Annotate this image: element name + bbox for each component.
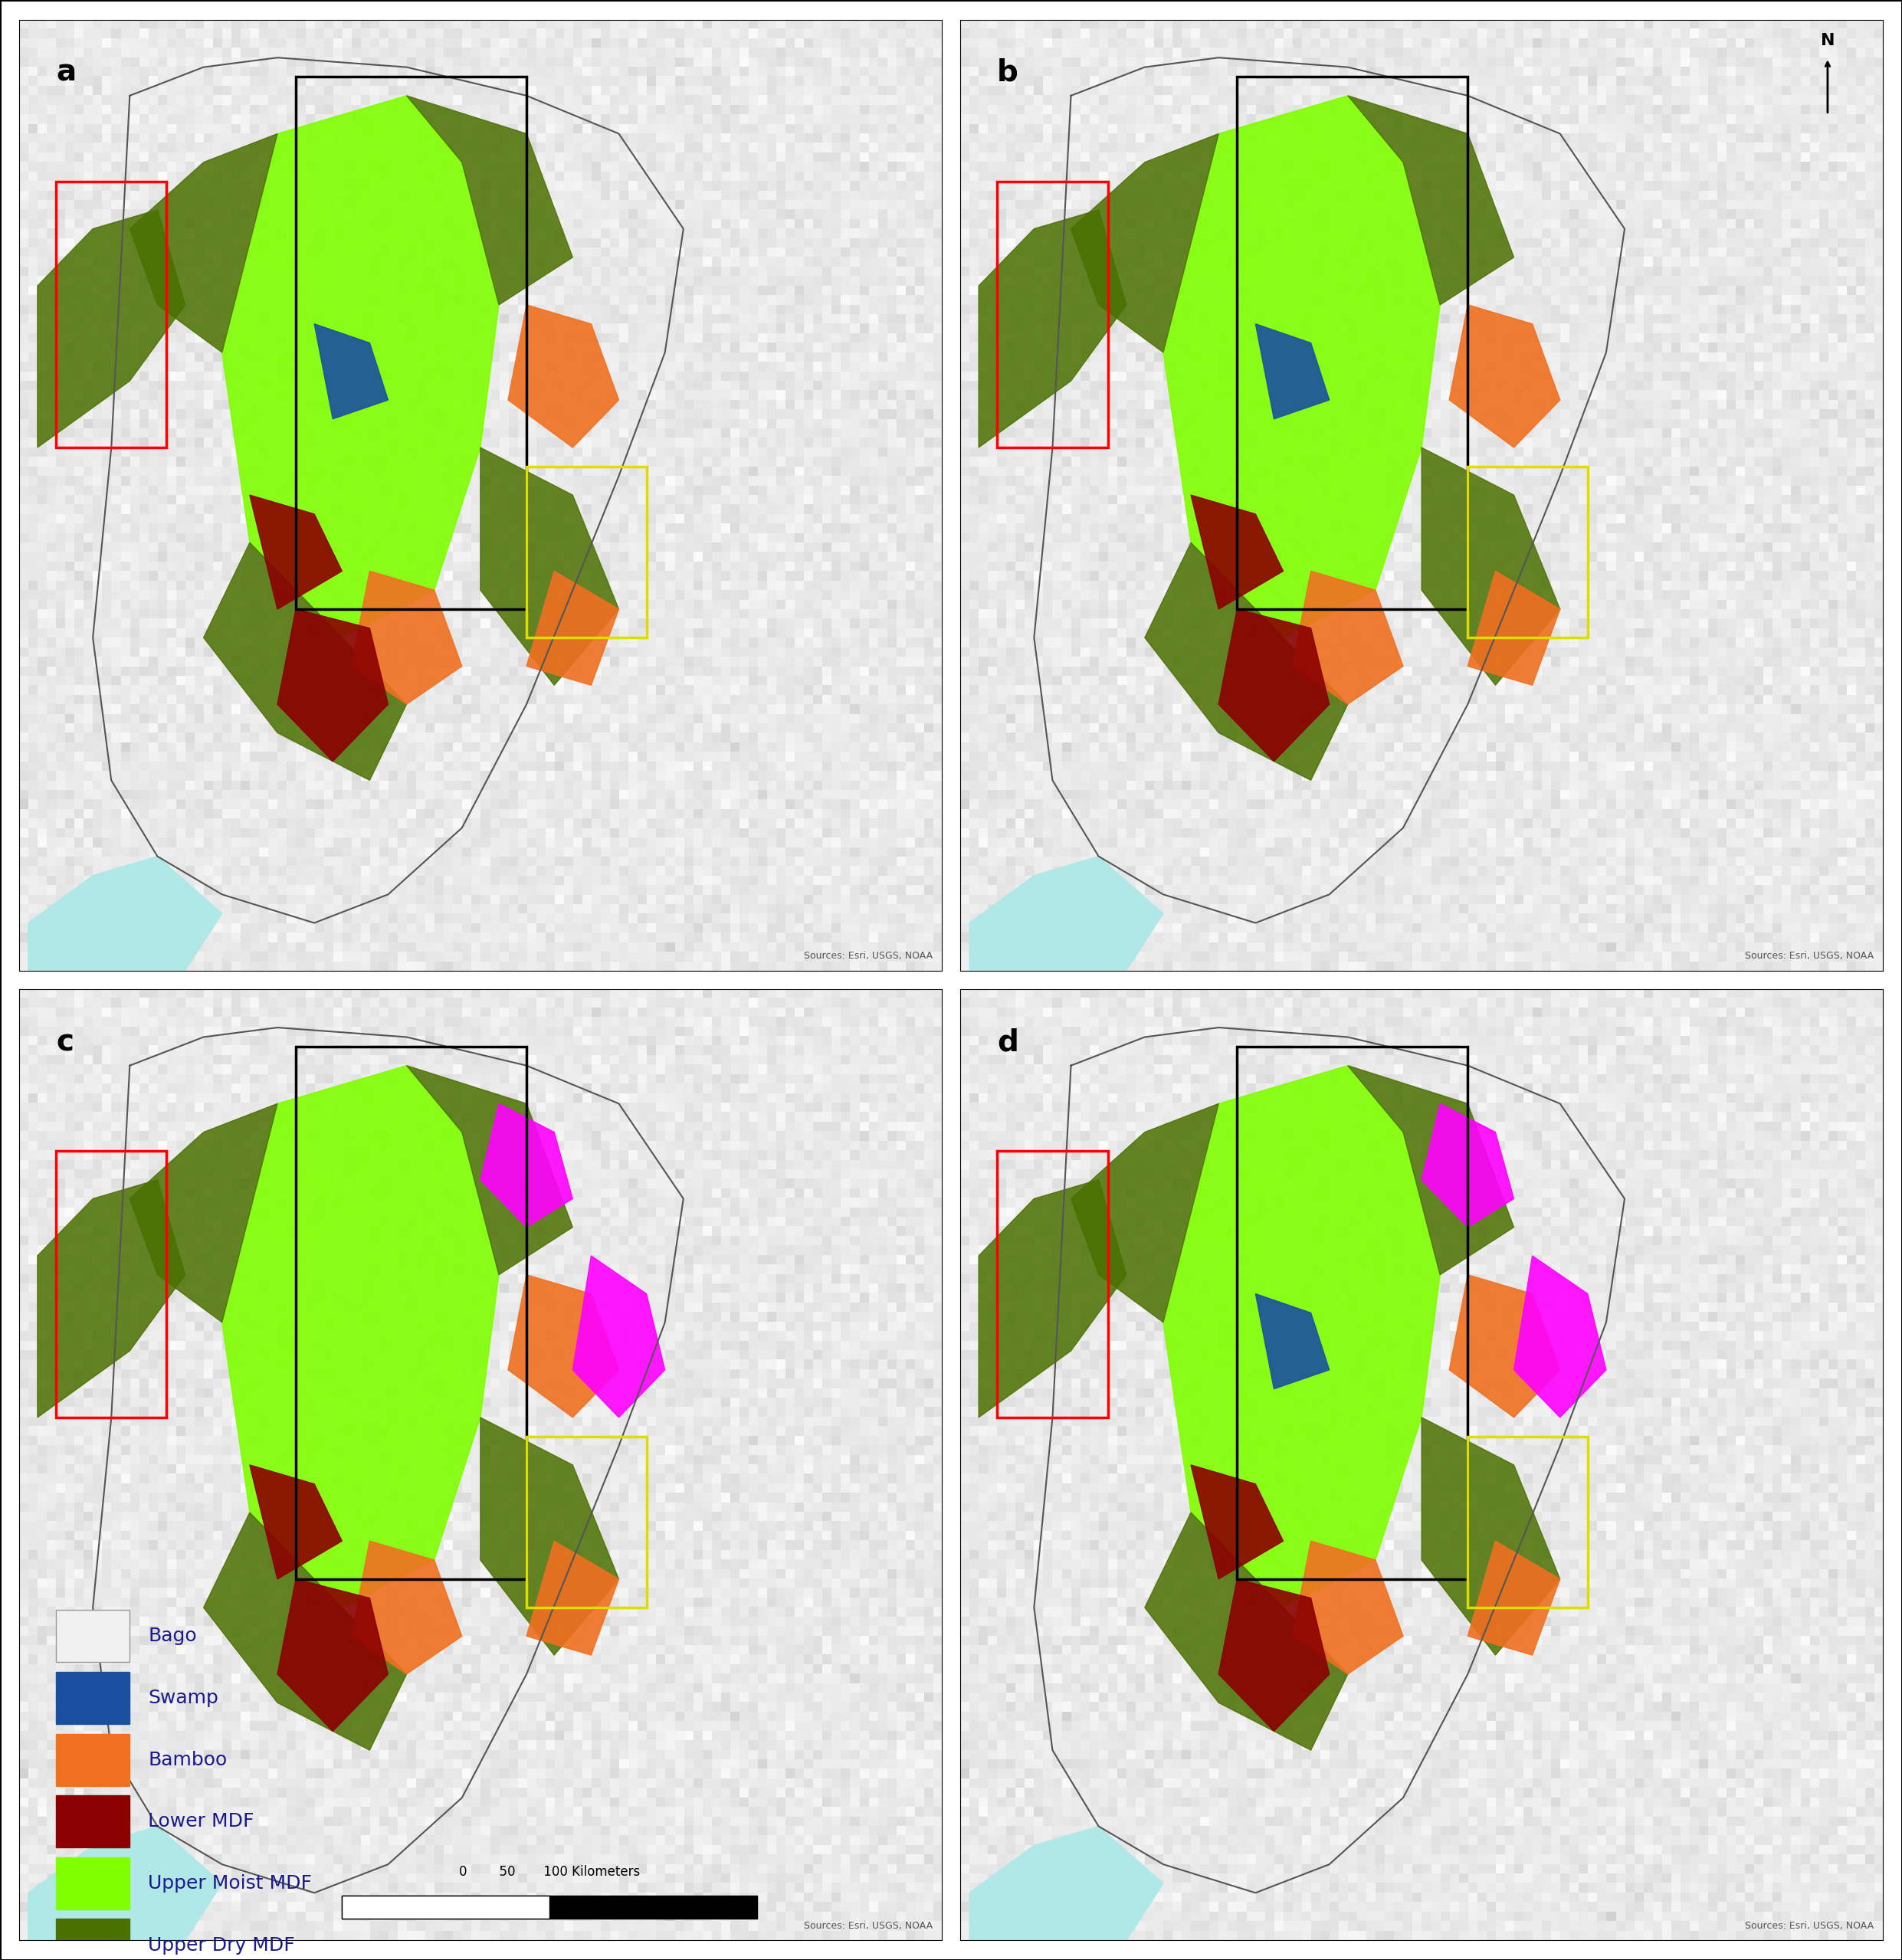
Bar [342, 1895, 550, 1919]
Text: d: d [997, 1027, 1018, 1056]
Polygon shape [1071, 133, 1219, 353]
Text: Bamboo: Bamboo [148, 1750, 228, 1770]
Polygon shape [204, 543, 407, 780]
Polygon shape [223, 1066, 498, 1607]
Polygon shape [970, 857, 1164, 970]
Polygon shape [1468, 1541, 1560, 1654]
Bar [55, 1919, 129, 1960]
Polygon shape [1421, 1103, 1514, 1227]
Polygon shape [278, 1580, 388, 1731]
Polygon shape [481, 1417, 618, 1654]
Polygon shape [1349, 96, 1514, 306]
Polygon shape [38, 210, 184, 447]
Text: Sources: Esri, USGS, NOAA: Sources: Esri, USGS, NOAA [805, 951, 932, 960]
Polygon shape [1514, 1256, 1605, 1417]
Polygon shape [1449, 306, 1560, 447]
Text: Lower MDF: Lower MDF [148, 1813, 255, 1831]
Text: Bago: Bago [148, 1627, 198, 1644]
Polygon shape [1164, 96, 1440, 637]
Bar [55, 1733, 129, 1786]
Bar [55, 1151, 167, 1417]
Polygon shape [352, 1541, 462, 1674]
Polygon shape [278, 610, 388, 760]
Polygon shape [481, 447, 618, 686]
Polygon shape [29, 1827, 223, 1940]
Text: a: a [55, 57, 76, 86]
Bar [1236, 1047, 1468, 1580]
Text: N: N [1820, 33, 1835, 49]
Bar [1468, 1437, 1588, 1607]
Bar [997, 1151, 1107, 1417]
Polygon shape [573, 1256, 666, 1417]
Bar [1236, 76, 1468, 610]
Polygon shape [980, 210, 1126, 447]
Text: Sources: Esri, USGS, NOAA: Sources: Esri, USGS, NOAA [1744, 1921, 1873, 1931]
Bar [55, 180, 167, 447]
Text: Swamp: Swamp [148, 1690, 219, 1707]
Polygon shape [508, 1274, 618, 1417]
Polygon shape [1191, 1464, 1284, 1580]
Polygon shape [314, 323, 388, 419]
Polygon shape [1071, 1103, 1219, 1323]
Text: Sources: Esri, USGS, NOAA: Sources: Esri, USGS, NOAA [1744, 951, 1873, 960]
Polygon shape [249, 1464, 342, 1580]
Bar [997, 180, 1107, 447]
Bar [527, 466, 647, 637]
Polygon shape [1145, 1513, 1349, 1750]
Bar [55, 1672, 129, 1725]
Bar [1468, 466, 1588, 637]
Bar [55, 1858, 129, 1909]
Polygon shape [980, 1180, 1126, 1417]
Text: b: b [997, 57, 1018, 86]
Polygon shape [407, 96, 573, 306]
Polygon shape [407, 1066, 573, 1274]
Polygon shape [1421, 447, 1560, 686]
Text: Sources: Esri, USGS, NOAA: Sources: Esri, USGS, NOAA [805, 1921, 932, 1931]
Polygon shape [249, 496, 342, 610]
Polygon shape [204, 1513, 407, 1750]
Polygon shape [129, 133, 278, 353]
Polygon shape [1219, 610, 1329, 760]
Polygon shape [1449, 1274, 1560, 1417]
Bar [342, 1895, 757, 1919]
Bar [55, 1609, 129, 1662]
Bar [527, 1437, 647, 1607]
Bar [297, 1047, 527, 1580]
Text: c: c [55, 1027, 74, 1056]
Polygon shape [38, 1180, 184, 1417]
Polygon shape [1219, 1580, 1329, 1731]
Polygon shape [223, 96, 498, 637]
Polygon shape [481, 1103, 573, 1227]
Polygon shape [1293, 1541, 1404, 1674]
Text: 0        50       100 Kilometers: 0 50 100 Kilometers [458, 1864, 641, 1878]
Bar [297, 76, 527, 610]
Polygon shape [970, 1827, 1164, 1940]
Polygon shape [1468, 570, 1560, 686]
Polygon shape [129, 1103, 278, 1323]
Polygon shape [1349, 1066, 1514, 1274]
Text: Upper Moist MDF: Upper Moist MDF [148, 1874, 312, 1893]
Polygon shape [1293, 570, 1404, 704]
Polygon shape [508, 306, 618, 447]
Polygon shape [352, 570, 462, 704]
Polygon shape [527, 1541, 618, 1654]
Bar [55, 1795, 129, 1848]
Polygon shape [1421, 1417, 1560, 1654]
Polygon shape [1255, 1294, 1329, 1390]
Polygon shape [1191, 496, 1284, 610]
Polygon shape [1255, 323, 1329, 419]
Text: Upper Dry MDF: Upper Dry MDF [148, 1936, 295, 1954]
Polygon shape [1145, 543, 1349, 780]
Polygon shape [1164, 1066, 1440, 1607]
Polygon shape [527, 570, 618, 686]
Polygon shape [29, 857, 223, 970]
